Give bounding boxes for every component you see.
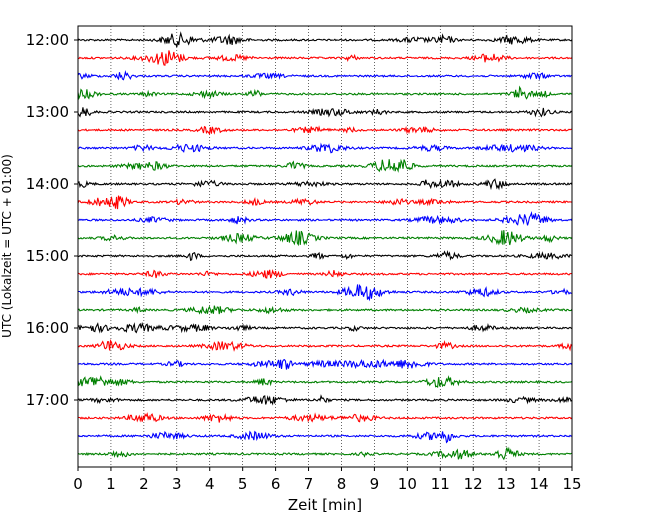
trace-1730 — [77, 430, 573, 444]
x-tick-label: 4 — [205, 475, 215, 493]
trace-1515 — [77, 269, 573, 279]
trace-1215 — [77, 50, 573, 66]
y-tick-label: 13:00 — [26, 103, 69, 121]
trace-1345 — [77, 158, 573, 173]
trace-1715 — [77, 412, 573, 423]
trace-1245 — [77, 85, 573, 100]
x-axis-label: Zeit [min] — [288, 496, 362, 514]
x-tick-label: 10 — [398, 475, 417, 493]
x-tick-label: 2 — [139, 475, 149, 493]
trace-1600 — [77, 321, 573, 334]
trace-1700 — [77, 394, 573, 406]
trace-1630 — [77, 358, 573, 370]
y-axis-ticks: 12:00 13:00 14:00 15:00 16:00 17:00 — [26, 31, 78, 409]
x-axis-ticks: 0 1 2 3 4 5 6 7 8 9 10 11 12 13 14 15 — [73, 467, 582, 493]
x-tick-label: 0 — [73, 475, 83, 493]
trace-1400 — [77, 178, 573, 191]
trace-1200 — [77, 31, 573, 48]
y-axis-label: UTC (Lokalzeit = UTC + 01:00) — [0, 154, 14, 338]
x-tick-label: 14 — [530, 475, 549, 493]
x-tick-label: 3 — [172, 475, 182, 493]
x-tick-label: 13 — [497, 475, 516, 493]
x-tick-label: 12 — [464, 475, 483, 493]
plot-area — [78, 26, 572, 467]
trace-1230 — [77, 69, 573, 81]
x-tick-label: 6 — [271, 475, 281, 493]
trace-1645 — [77, 375, 573, 389]
x-tick-label: 8 — [337, 475, 347, 493]
trace-1530 — [77, 284, 573, 302]
y-tick-label: 17:00 — [26, 391, 69, 409]
x-tick-label: 7 — [304, 475, 314, 493]
seismogram-traces — [77, 31, 573, 461]
trace-1545 — [77, 305, 573, 315]
trace-1745 — [77, 446, 573, 461]
trace-1415 — [77, 195, 573, 210]
trace-1330 — [77, 142, 573, 154]
y-tick-label: 14:00 — [26, 175, 69, 193]
x-tick-label: 15 — [562, 475, 581, 493]
x-tick-label: 9 — [370, 475, 380, 493]
x-tick-label: 1 — [106, 475, 116, 493]
y-tick-label: 15:00 — [26, 247, 69, 265]
y-tick-label: 12:00 — [26, 31, 69, 49]
x-tick-label: 11 — [431, 475, 450, 493]
y-tick-label: 16:00 — [26, 319, 69, 337]
trace-1615 — [77, 338, 573, 352]
trace-1300 — [77, 107, 573, 118]
trace-1445 — [77, 230, 573, 247]
trace-1315 — [77, 125, 573, 136]
trace-1500 — [77, 249, 573, 262]
trace-1430 — [77, 210, 573, 226]
x-tick-label: 5 — [238, 475, 248, 493]
plot-frame — [77, 25, 573, 468]
